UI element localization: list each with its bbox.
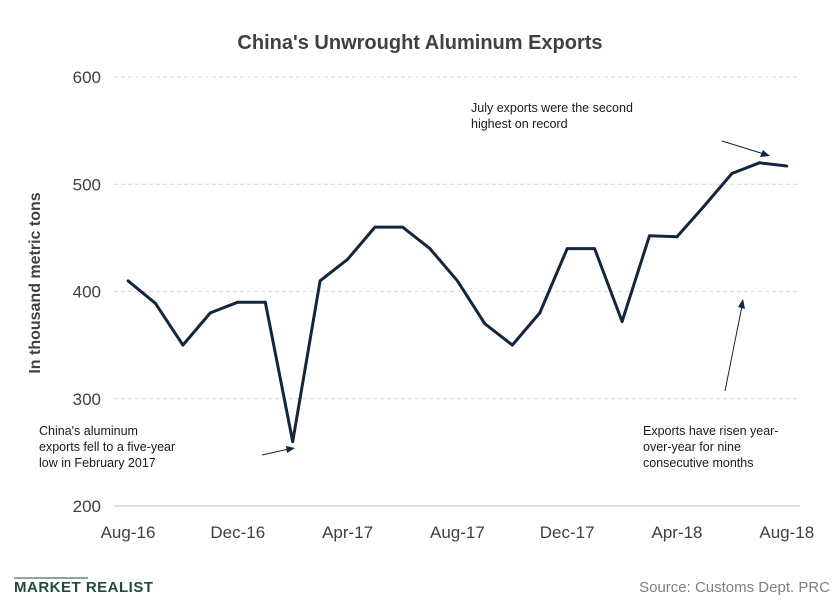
data-point	[730, 172, 734, 175]
x-tick-label: Aug-18	[759, 523, 814, 542]
brand-logo: MARKET REALIST	[14, 579, 154, 596]
data-point	[236, 300, 240, 304]
annotation-line: consecutive months	[643, 456, 753, 470]
y-axis-ticks: 200 300 400 500 600	[73, 68, 101, 516]
data-point	[675, 235, 679, 239]
x-tick-label: Aug-16	[101, 523, 156, 542]
annotation-line: over-year for nine	[643, 440, 741, 454]
arrowhead	[286, 446, 295, 453]
annotation-five-year-low: China's aluminum exports fell to a five-…	[39, 424, 179, 470]
annotation-arrow	[724, 305, 743, 392]
data-point	[181, 343, 185, 347]
annotation-year-over-year: Exports have risen year- over-year for n…	[643, 424, 782, 470]
arrowhead	[760, 150, 770, 157]
data-point	[785, 164, 789, 168]
x-tick-label: Aug-17	[430, 523, 485, 542]
data-point	[208, 311, 212, 315]
data-point	[263, 300, 267, 304]
data-point	[318, 279, 322, 283]
y-axis-label: In thousand metric tons	[27, 192, 44, 373]
data-point	[483, 322, 487, 326]
annotation-arrow	[261, 448, 290, 456]
data-point	[510, 343, 514, 347]
annotation-july-record: July exports were the second highest on …	[471, 101, 636, 131]
data-point	[126, 279, 130, 283]
series-line	[127, 161, 787, 444]
annotation-line: Exports have risen year-	[643, 424, 778, 438]
data-point	[565, 247, 569, 251]
y-tick-label: 500	[73, 175, 101, 194]
chart-title: China's Unwrought Aluminum Exports	[237, 32, 602, 54]
x-tick-label: Dec-17	[540, 523, 595, 542]
data-point	[538, 311, 542, 315]
annotation-line: exports fell to a five-year	[39, 440, 175, 454]
annotation-line: July exports were the second	[471, 101, 633, 115]
data-point	[373, 225, 377, 229]
x-tick-label: Apr-17	[322, 523, 373, 542]
data-point	[703, 204, 706, 208]
data-point	[346, 257, 349, 261]
y-tick-label: 200	[73, 497, 101, 516]
series-group	[126, 161, 789, 444]
source-note: Source: Customs Dept. PRC	[639, 579, 830, 596]
annotation-line: China's aluminum	[39, 424, 138, 438]
annotation-arrow	[721, 140, 765, 155]
gridlines	[114, 76, 800, 400]
data-point	[620, 320, 624, 323]
data-point	[593, 247, 597, 251]
data-point	[428, 247, 432, 251]
data-point	[648, 234, 651, 238]
data-point	[757, 161, 761, 165]
y-tick-label: 400	[73, 283, 101, 302]
arrowhead	[738, 299, 745, 309]
annotation-line: low in February 2017	[39, 456, 156, 470]
data-point	[291, 440, 295, 444]
data-point	[401, 225, 404, 229]
data-point	[154, 301, 157, 305]
data-point	[456, 279, 459, 283]
x-tick-label: Dec-16	[210, 523, 265, 542]
x-axis-ticks: Aug-16 Dec-16 Apr-17 Aug-17 Dec-17 Apr-18 Aug-…	[101, 505, 814, 542]
x-tick-label: Apr-18	[651, 523, 702, 542]
y-tick-label: 600	[73, 68, 101, 87]
y-tick-label: 300	[73, 390, 101, 409]
annotation-line: highest on record	[471, 117, 568, 131]
